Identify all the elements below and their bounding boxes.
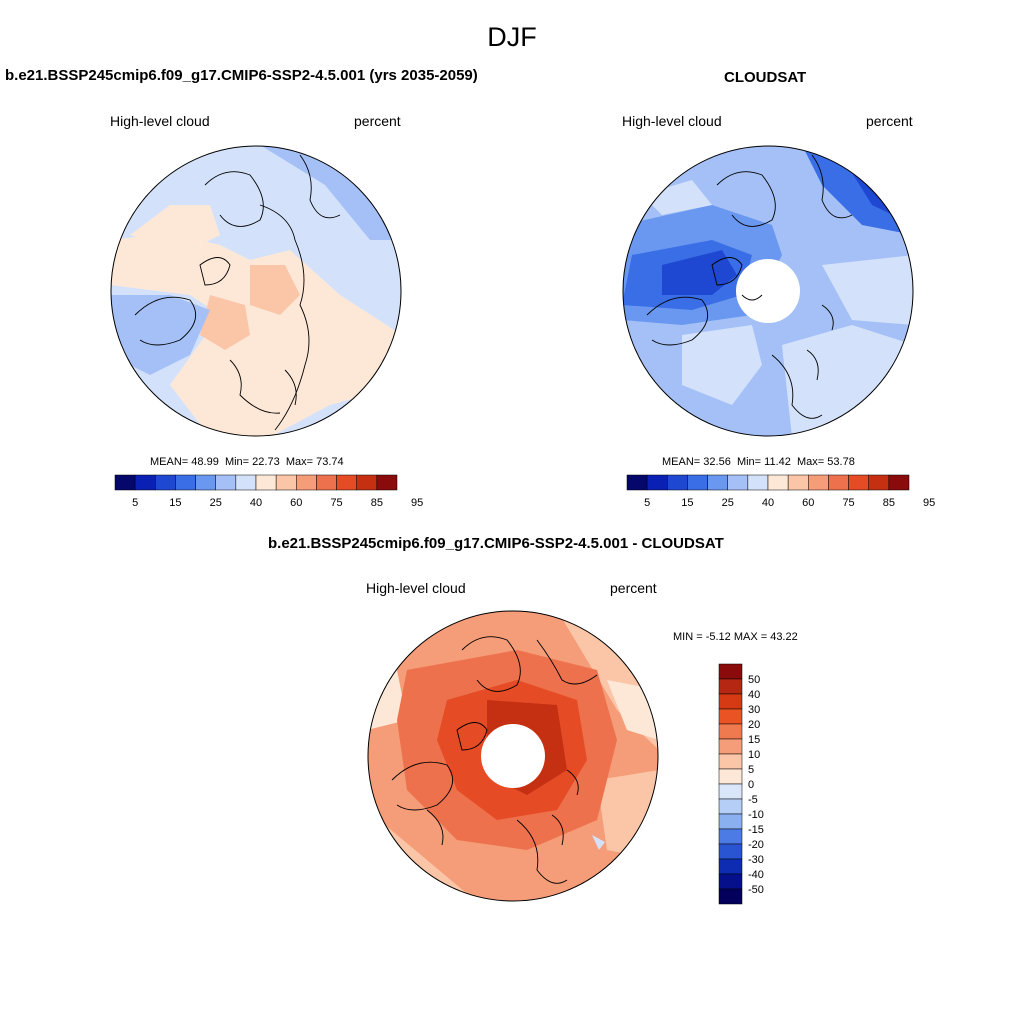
colorbar-tick-label: 85	[883, 497, 895, 509]
panel-2-variable-label: High-level cloud	[622, 113, 722, 129]
diff-colorbar-swatch	[718, 723, 743, 740]
diff-colorbar-tick-label: 15	[748, 734, 760, 746]
colorbar-tick-label: 60	[290, 497, 302, 509]
diff-colorbar-swatch	[718, 813, 743, 830]
diff-units-label: percent	[610, 580, 657, 596]
colorbar-swatch	[175, 474, 196, 491]
colorbar-tick-label: 40	[250, 497, 262, 509]
colorbar-swatch	[707, 474, 728, 491]
diff-colorbar-tick-label: -10	[748, 809, 764, 821]
diff-colorbar-swatch	[718, 873, 743, 890]
panel-2-mean: MEAN= 32.56 Min= 11.42 Max= 53.78	[662, 456, 855, 468]
colorbar-tick-label: 15	[681, 497, 693, 509]
colorbar-swatch	[376, 474, 398, 491]
colorbar-swatch	[195, 474, 216, 491]
colorbar-tick-label: 60	[802, 497, 814, 509]
diff-colorbar-tick-label: 40	[748, 689, 760, 701]
difference-polar-map	[367, 610, 659, 902]
panel-1-title: b.e21.BSSP245cmip6.f09_g17.CMIP6-SSP2-4.…	[5, 67, 478, 84]
colorbar-swatch	[235, 474, 257, 491]
panel-1-mean: MEAN= 48.99 Min= 22.73 Max= 73.74	[150, 456, 344, 468]
colorbar-swatch	[767, 474, 789, 491]
diff-title: b.e21.BSSP245cmip6.f09_g17.CMIP6-SSP2-4.…	[268, 535, 724, 552]
colorbar-swatch	[687, 474, 708, 491]
diff-colorbar-swatch	[718, 798, 743, 815]
diff-variable-label: High-level cloud	[366, 580, 466, 596]
diff-colorbar-tick-label: -30	[748, 854, 764, 866]
diff-colorbar-tick-label: 30	[748, 704, 760, 716]
panel-2-colorbar: 5 15 25 40 60 75 85 95	[626, 474, 935, 509]
colorbar-swatch	[356, 474, 378, 491]
colorbar-swatch	[868, 474, 890, 491]
diff-colorbar-tick-label: 5	[748, 764, 754, 776]
diff-colorbar-swatch	[718, 858, 743, 875]
colorbar-tick-label: 25	[722, 497, 734, 509]
diff-colorbar-swatch	[718, 768, 743, 785]
panel-1-colorbar: 5 15 25 40 60 75 85 95	[114, 474, 423, 509]
panel-2-title: CLOUDSAT	[724, 69, 807, 86]
colorbar-tick-label: 85	[371, 497, 383, 509]
diff-colorbar-tick-label: -20	[748, 839, 764, 851]
colorbar-swatch	[134, 474, 156, 491]
diff-colorbar-swatch	[718, 888, 743, 905]
colorbar-swatch	[275, 474, 297, 491]
colorbar-swatch	[296, 474, 317, 491]
colorbar-swatch	[215, 474, 237, 491]
colorbar-tick-label: 25	[210, 497, 222, 509]
colorbar-swatch	[626, 474, 648, 491]
diff-min-max: MIN = -5.12 MAX = 43.22	[673, 631, 798, 643]
diff-colorbar-tick-label: -50	[748, 884, 764, 896]
diff-colorbar-tick-label: 50	[748, 674, 760, 686]
colorbar-swatch	[336, 474, 357, 491]
diff-colorbar-swatch	[718, 708, 743, 725]
colorbar-tick-label: 95	[411, 497, 423, 509]
diff-colorbar-tick-label: 20	[748, 719, 760, 731]
colorbar-swatch	[727, 474, 749, 491]
diff-colorbar-swatch	[718, 693, 743, 710]
diff-colorbar-tick-label: -15	[748, 824, 764, 836]
colorbar-tick-label: 15	[169, 497, 181, 509]
colorbar-swatch	[828, 474, 849, 491]
diff-colorbar-swatch	[718, 678, 743, 695]
diff-colorbar-swatch	[718, 753, 743, 770]
colorbar-tick-label: 75	[330, 497, 342, 509]
colorbar-tick-label: 5	[644, 497, 650, 509]
colorbar-swatch	[747, 474, 769, 491]
panel-1-units-label: percent	[354, 113, 401, 129]
diff-colorbar-swatch	[718, 843, 743, 860]
page-title: DJF	[487, 22, 537, 52]
colorbar-tick-label: 40	[762, 497, 774, 509]
colorbar-swatch	[316, 474, 337, 491]
colorbar-tick-label: 75	[842, 497, 854, 509]
panel-1-variable-label: High-level cloud	[110, 113, 210, 129]
panel-2-units-label: percent	[866, 113, 913, 129]
diff-colorbar-tick-label: 0	[748, 779, 754, 791]
colorbar-swatch	[848, 474, 869, 491]
diff-colorbar-tick-label: 10	[748, 749, 760, 761]
colorbar-swatch	[114, 474, 136, 491]
colorbar-tick-label: 5	[132, 497, 138, 509]
colorbar-swatch	[255, 474, 277, 491]
colorbar-swatch	[888, 474, 910, 491]
diff-colorbar-swatch	[718, 828, 743, 845]
diff-colorbar-swatch	[718, 663, 743, 680]
colorbar-swatch	[155, 474, 176, 491]
diff-colorbar-swatch	[718, 783, 743, 800]
cloudsat-polar-map	[622, 145, 914, 437]
colorbar-swatch	[667, 474, 688, 491]
model-polar-map	[110, 145, 402, 437]
colorbar-tick-label: 95	[923, 497, 935, 509]
colorbar-swatch	[808, 474, 829, 491]
diff-colorbar-tick-label: -5	[748, 794, 758, 806]
colorbar-swatch	[646, 474, 668, 491]
colorbar-swatch	[787, 474, 809, 491]
diff-colorbar-tick-label: -40	[748, 869, 764, 881]
diff-colorbar-swatch	[718, 738, 743, 755]
